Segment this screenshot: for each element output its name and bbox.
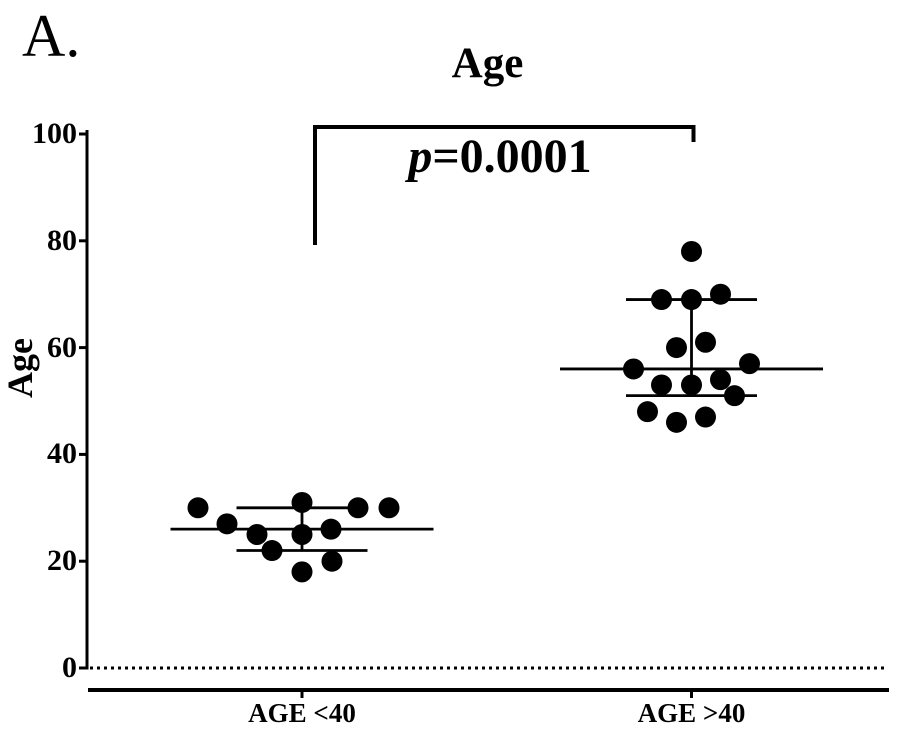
data-point <box>724 385 745 407</box>
data-point <box>378 497 400 519</box>
data-point <box>291 491 313 513</box>
data-point <box>681 289 702 311</box>
data-point <box>739 353 760 375</box>
data-point <box>681 374 702 396</box>
data-point <box>651 289 672 311</box>
y-axis-title: Age <box>0 338 40 398</box>
data-point <box>246 524 268 545</box>
data-point <box>261 540 283 562</box>
data-point <box>623 358 644 380</box>
p-value-text: =0.0001 <box>432 130 592 183</box>
data-point <box>291 524 313 545</box>
y-tick-label: 20 <box>47 544 77 578</box>
chart-title: Age <box>451 40 524 87</box>
data-point <box>710 283 731 305</box>
data-point <box>187 497 209 519</box>
x-category-label: AGE <40 <box>248 698 356 728</box>
data-point <box>320 518 342 540</box>
y-tick-label: 100 <box>32 117 77 150</box>
data-point <box>216 513 238 535</box>
data-point <box>291 561 313 583</box>
y-tick-label: 60 <box>47 330 77 364</box>
significance-bracket <box>313 125 696 245</box>
data-point <box>710 369 731 391</box>
y-tick-label: 80 <box>47 223 77 257</box>
y-tick-label: 0 <box>62 651 77 684</box>
data-point <box>651 374 672 396</box>
data-point <box>695 331 716 353</box>
data-point <box>347 497 369 519</box>
panel-label: A. <box>22 3 81 69</box>
y-tick-label: 40 <box>47 437 77 471</box>
data-point <box>681 240 702 262</box>
data-point <box>666 411 687 433</box>
p-value-annotation: p=0.0001 <box>350 133 650 181</box>
p-symbol: p <box>408 130 433 183</box>
data-point <box>695 406 716 428</box>
x-category-label: AGE >40 <box>637 698 746 728</box>
data-point <box>637 401 658 423</box>
data-point <box>666 337 687 359</box>
data-point <box>321 550 343 572</box>
